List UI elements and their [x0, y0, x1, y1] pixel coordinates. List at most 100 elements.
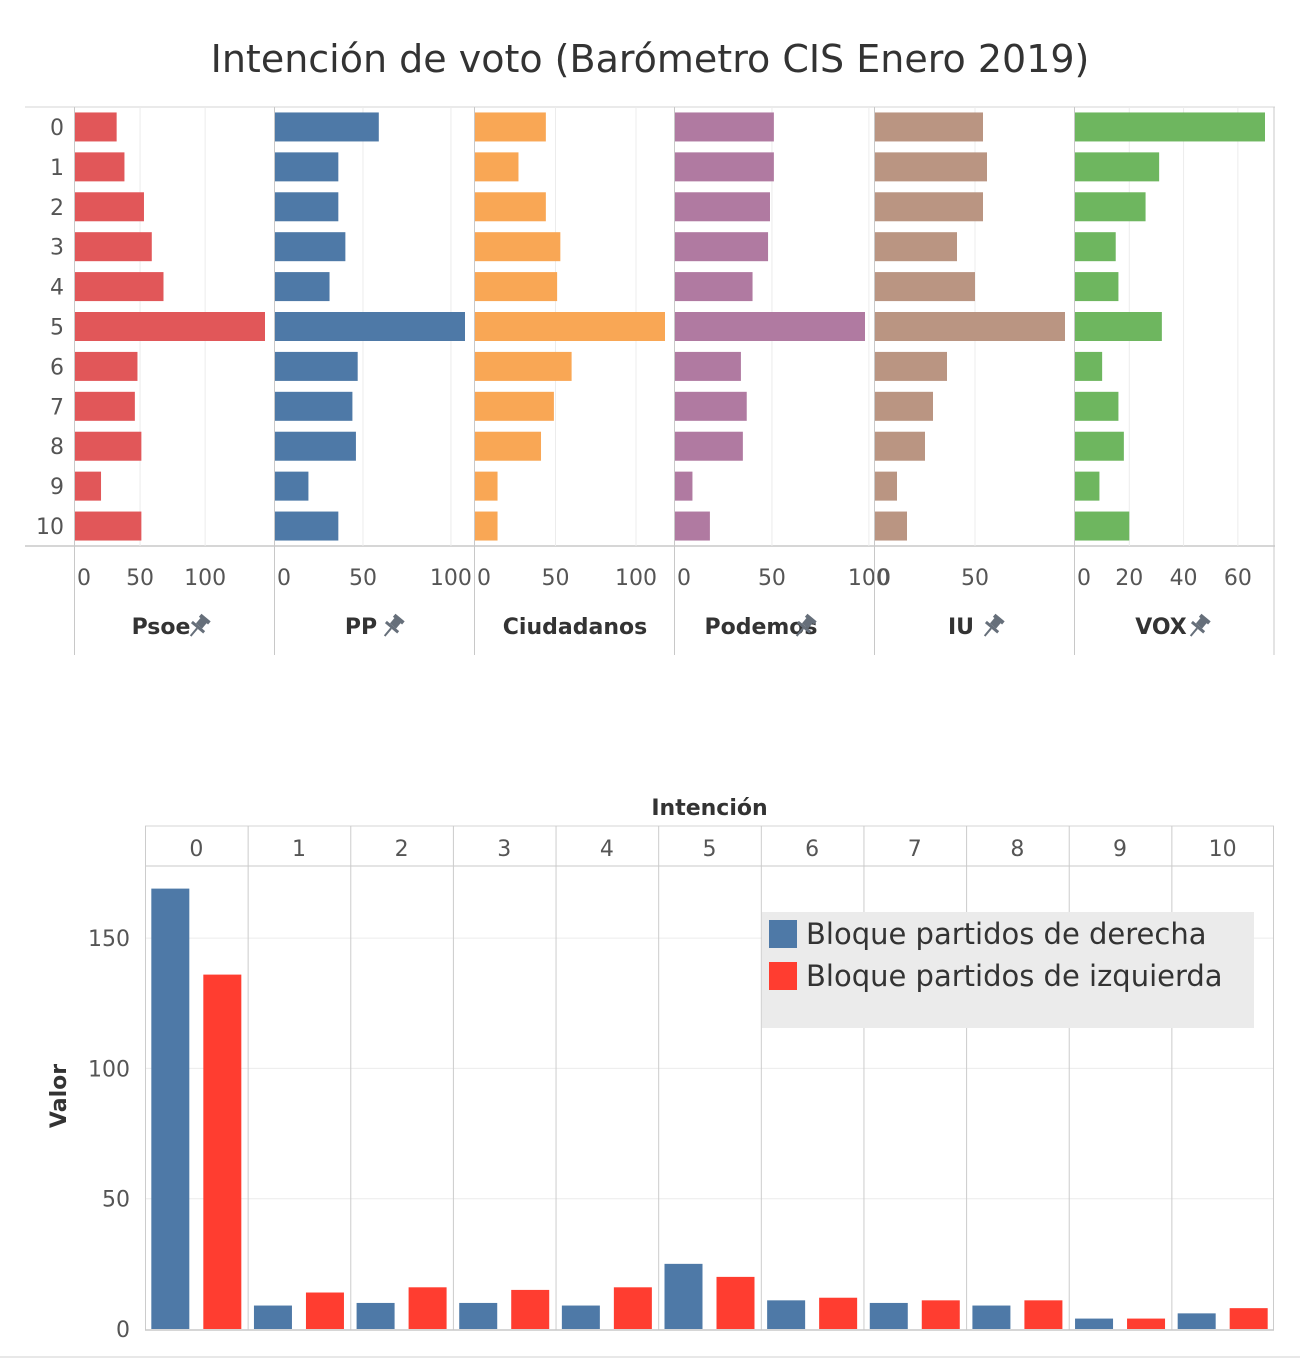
bar-psoe-8	[75, 431, 142, 461]
bar-bloque-partidos-de-derecha-6	[767, 1300, 806, 1329]
tick-podemos-0: 0	[677, 566, 691, 591]
bar-bloque-partidos-de-izquierda-5	[716, 1276, 755, 1329]
tick-psoe-0: 0	[77, 566, 91, 591]
bar-bloque-partidos-de-derecha-7	[869, 1302, 908, 1329]
pin-icon[interactable]	[791, 612, 819, 641]
panel-podemos: 0 50 100 Podemos	[674, 107, 890, 655]
bar-ciudadanos-3	[475, 232, 561, 262]
bar-podemos-8	[675, 431, 743, 461]
tick-pp-50: 50	[349, 566, 377, 591]
legend: Bloque partidos de derecha Bloque partido…	[762, 912, 1254, 1028]
bar-iu-6	[875, 351, 947, 381]
bar-ciudadanos-6	[475, 351, 572, 381]
bar-bloque-partidos-de-derecha-3	[459, 1302, 498, 1329]
bar-psoe-2	[75, 192, 144, 222]
pin-icon[interactable]	[1185, 612, 1213, 641]
bar-pp-8	[275, 431, 356, 461]
bar-vox-1	[1075, 152, 1160, 182]
tick-ciudadanos-100: 100	[615, 566, 657, 591]
y-tick-100: 100	[88, 1057, 130, 1082]
bar-vox-7	[1075, 391, 1119, 421]
bar-podemos-10	[675, 511, 710, 541]
x-axis-title: Intención	[651, 796, 767, 821]
row-label-3: 3	[50, 236, 64, 261]
y-axis-title: Valor	[47, 1064, 72, 1128]
pin-icon[interactable]	[979, 612, 1007, 641]
bar-psoe-5	[75, 312, 265, 341]
bar-bloque-partidos-de-derecha-9	[1075, 1318, 1114, 1329]
pin-icon[interactable]	[379, 612, 407, 641]
bar-pp-10	[275, 511, 339, 541]
bar-iu-1	[875, 152, 987, 182]
column-header-8: 8	[1010, 837, 1024, 862]
bar-pp-4	[275, 272, 330, 302]
bar-podemos-3	[675, 232, 769, 262]
bar-bloque-partidos-de-derecha-4	[561, 1305, 600, 1329]
bar-psoe-0	[75, 112, 117, 142]
bar-psoe-9	[75, 471, 102, 501]
bar-iu-8	[875, 431, 925, 461]
row-label-0: 0	[50, 116, 64, 141]
bar-bloque-partidos-de-derecha-2	[356, 1302, 395, 1329]
bar-ciudadanos-2	[475, 192, 546, 222]
y-tick-0: 0	[116, 1318, 130, 1343]
bar-pp-9	[275, 471, 309, 501]
bar-bloque-partidos-de-derecha-5	[664, 1263, 703, 1329]
tick-podemos-100: 100	[848, 566, 890, 591]
tick-podemos-50: 50	[758, 566, 786, 591]
bar-pp-3	[275, 232, 346, 262]
legend-background	[762, 912, 1254, 1028]
row-label-9: 9	[50, 475, 64, 500]
pin-icon-needle	[1189, 627, 1198, 637]
bar-podemos-0	[675, 112, 774, 142]
bar-iu-9	[875, 471, 897, 501]
legend-swatch-bloque-partidos-de-izquierda	[769, 962, 797, 990]
panel-label-vox: VOX	[1135, 615, 1187, 640]
bar-podemos-4	[675, 272, 753, 302]
column-header-9: 9	[1113, 837, 1127, 862]
bar-bloque-partidos-de-derecha-10	[1177, 1313, 1216, 1329]
pin-icon-base	[796, 620, 812, 634]
panel-pp: 0 50 100 PP	[274, 107, 472, 655]
row-label-7: 7	[50, 395, 64, 420]
pin-icon-needle	[983, 627, 992, 637]
bar-bloque-partidos-de-izquierda-8	[1024, 1300, 1063, 1329]
bar-ciudadanos-8	[475, 431, 542, 461]
panel-label-podemos: Podemos	[704, 615, 817, 640]
panel-psoe: 0 50 100 Psoe	[74, 107, 265, 655]
panel-ciudadanos: 0 50 100 Ciudadanos	[474, 107, 665, 655]
tick-psoe-50: 50	[126, 566, 154, 591]
column-header-0: 0	[189, 837, 203, 862]
bar-psoe-3	[75, 232, 152, 262]
bar-vox-4	[1075, 272, 1119, 302]
bar-vox-6	[1075, 351, 1103, 381]
bar-bloque-partidos-de-izquierda-1	[305, 1292, 344, 1329]
tick-psoe-100: 100	[184, 566, 226, 591]
tick-ciudadanos-50: 50	[542, 566, 570, 591]
panel-label-iu: IU	[948, 615, 974, 640]
panel-label-psoe: Psoe	[132, 615, 191, 640]
bar-iu-4	[875, 272, 975, 302]
row-label-2: 2	[50, 196, 64, 221]
row-label-5: 5	[50, 316, 64, 341]
legend-label-bloque-partidos-de-derecha: Bloque partidos de derecha	[806, 917, 1207, 951]
bar-bloque-partidos-de-izquierda-6	[819, 1297, 858, 1329]
bar-iu-0	[875, 112, 983, 142]
pin-icon[interactable]	[185, 612, 213, 641]
pin-icon-body	[801, 617, 814, 629]
tick-vox-0: 0	[1077, 566, 1091, 591]
bar-podemos-7	[675, 391, 747, 421]
bar-ciudadanos-9	[475, 471, 498, 501]
bar-vox-8	[1075, 431, 1124, 461]
panel-label-ciudadanos: Ciudadanos	[503, 615, 647, 640]
pin-icon-needle	[795, 627, 804, 637]
chart-title: Intención de voto (Barómetro CIS Enero 2…	[211, 37, 1090, 81]
bar-ciudadanos-1	[475, 152, 519, 182]
bar-ciudadanos-0	[475, 112, 546, 142]
bloc-comparison-chart: Intención Valor 0 50 100 150 0 1 2 3 4 5 6 7 8 9 10 Bloqu…	[0, 796, 1300, 1358]
column-header-10: 10	[1209, 837, 1237, 862]
bar-psoe-4	[75, 272, 164, 302]
bar-bloque-partidos-de-izquierda-4	[613, 1287, 652, 1329]
panel-iu: 0 50 IU	[874, 107, 1065, 655]
